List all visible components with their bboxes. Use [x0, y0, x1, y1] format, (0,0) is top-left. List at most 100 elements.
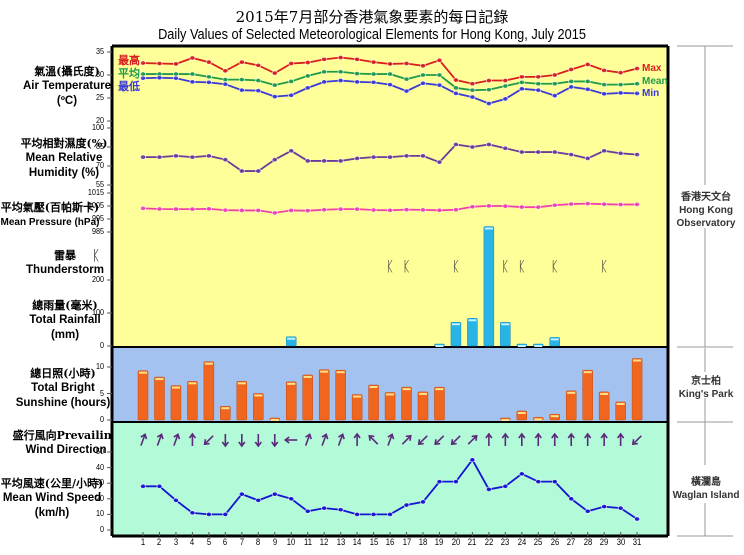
wind-speed-point [354, 511, 361, 517]
pressure-point [436, 207, 443, 213]
temperature-mean-point [551, 81, 558, 87]
rainfall-bar [483, 226, 495, 347]
pressure-point [189, 206, 196, 212]
temp-tick: 35 [95, 46, 104, 56]
day-label: 5 [206, 537, 211, 547]
temp-tick: 30 [95, 69, 104, 79]
rainfall-bar-highlight [287, 337, 296, 340]
wind-tick: 0 [99, 524, 104, 534]
sunshine-bar-highlight [583, 371, 592, 374]
sunshine-bar-highlight [369, 386, 378, 389]
temperature-max-point [568, 66, 575, 72]
temperature-max-point [304, 60, 311, 66]
sunshine-bar-highlight [320, 370, 329, 373]
wind-direction-arrow [238, 434, 246, 448]
sunshine-bar [582, 369, 593, 421]
pressure-point [271, 210, 278, 216]
humidity-point [140, 154, 146, 160]
day-label: 7 [239, 537, 244, 547]
temperature-mean-point [568, 78, 575, 84]
wind-speed-point [453, 479, 459, 485]
pressure-point [304, 208, 311, 214]
sunshine-bar-highlight [237, 382, 246, 385]
sunshine-tick: 10 [95, 361, 104, 371]
temperature-max-point [238, 59, 245, 65]
rainfall-bar-highlight [468, 319, 477, 322]
sunshine-bar-highlight [418, 392, 427, 395]
sunshine-bar-highlight [517, 411, 526, 414]
pressure-point [485, 203, 492, 209]
legend-en-max: Max [642, 63, 662, 74]
pressure-point [403, 207, 410, 213]
sunshine-bar-highlight [600, 392, 609, 395]
wind-direction-arrow [631, 435, 642, 446]
temperature-min-point [584, 86, 591, 92]
day-label: 31 [632, 537, 642, 547]
pressure-point [568, 201, 575, 207]
thunderstorm-icon: ᛕ [386, 259, 394, 275]
sunshine-bar [154, 376, 165, 421]
temp-tick: 25 [95, 92, 104, 102]
sunshine-bar [434, 386, 445, 421]
sunshine-bar [417, 391, 429, 421]
sunshine-bar [236, 381, 248, 421]
temperature-min-point [321, 79, 328, 85]
temperature-max-point [535, 74, 542, 80]
day-label: 8 [256, 537, 261, 547]
sunshine-bar-highlight [270, 419, 279, 421]
chart-title-zh: 2015年7月部分香港氣象要素的每日記錄 [235, 8, 509, 26]
sunshine-bar [384, 392, 396, 421]
pressure-point [321, 207, 328, 213]
temperature-mean-point [469, 87, 476, 93]
wind-direction-arrow [616, 432, 625, 446]
sunshine-bar [565, 390, 577, 421]
wind-speed-point [255, 497, 262, 503]
wind-speed-point [173, 497, 179, 503]
temperature-min-point [502, 96, 509, 102]
temperature-max-point [502, 78, 509, 84]
temperature-mean-point [173, 71, 179, 77]
sunshine-bar-highlight [204, 362, 213, 365]
temperature-min-point [420, 80, 426, 86]
sunshine-bar [368, 384, 379, 421]
pressure-point [222, 207, 229, 213]
wind-speed-point [485, 486, 492, 492]
wind-direction-arrow [304, 433, 312, 446]
legend-zh-max: 最高 [118, 53, 140, 67]
humidity-label: 平均相對濕度(%) Mean Relative Humidity (%) [20, 137, 108, 179]
temperature-min-point [156, 75, 163, 81]
temperature-max-point [584, 61, 591, 67]
temperature-min-point [205, 79, 212, 85]
sunshine-bar-highlight [139, 371, 147, 374]
wind-speed-point [502, 483, 509, 489]
wind-direction-arrow [401, 434, 412, 445]
humidity-point [288, 148, 295, 154]
temperature-max-point [173, 61, 179, 67]
temperature-max-point [205, 59, 212, 65]
humidity-point [205, 153, 212, 159]
day-label: 24 [517, 537, 527, 547]
chart-title-en: Daily Values of Selected Meteorological … [158, 26, 586, 43]
temperature-max-point [370, 59, 377, 65]
temperature-min-point [189, 79, 196, 85]
temperature-max-point [469, 81, 476, 87]
temperature-min-point [469, 94, 476, 100]
wind-speed-point [601, 504, 608, 510]
rainfall-bar-highlight [534, 345, 543, 347]
wind-speed-point [584, 508, 591, 514]
temperature-label: 氣溫(攝氏度) Air Temperature (ºC) [23, 65, 111, 107]
humidity-point [518, 149, 525, 155]
pressure-label: 平均氣壓(百帕斯卡) Mean Pressure (hPa) [0, 201, 100, 228]
day-label: 25 [534, 537, 543, 547]
day-label: 3 [173, 537, 179, 547]
temperature-max-point [354, 56, 361, 62]
wind-direction-arrow [368, 434, 379, 445]
day-label: 1 [140, 537, 146, 547]
temperature-max-point [436, 57, 443, 63]
wind-speed-point [568, 496, 575, 502]
temp-tick: 20 [95, 115, 104, 125]
pressure-point [584, 201, 591, 207]
sunshine-bar-highlight [386, 393, 395, 396]
pressure-point [387, 207, 393, 213]
sunshine-bar-highlight [287, 382, 296, 385]
